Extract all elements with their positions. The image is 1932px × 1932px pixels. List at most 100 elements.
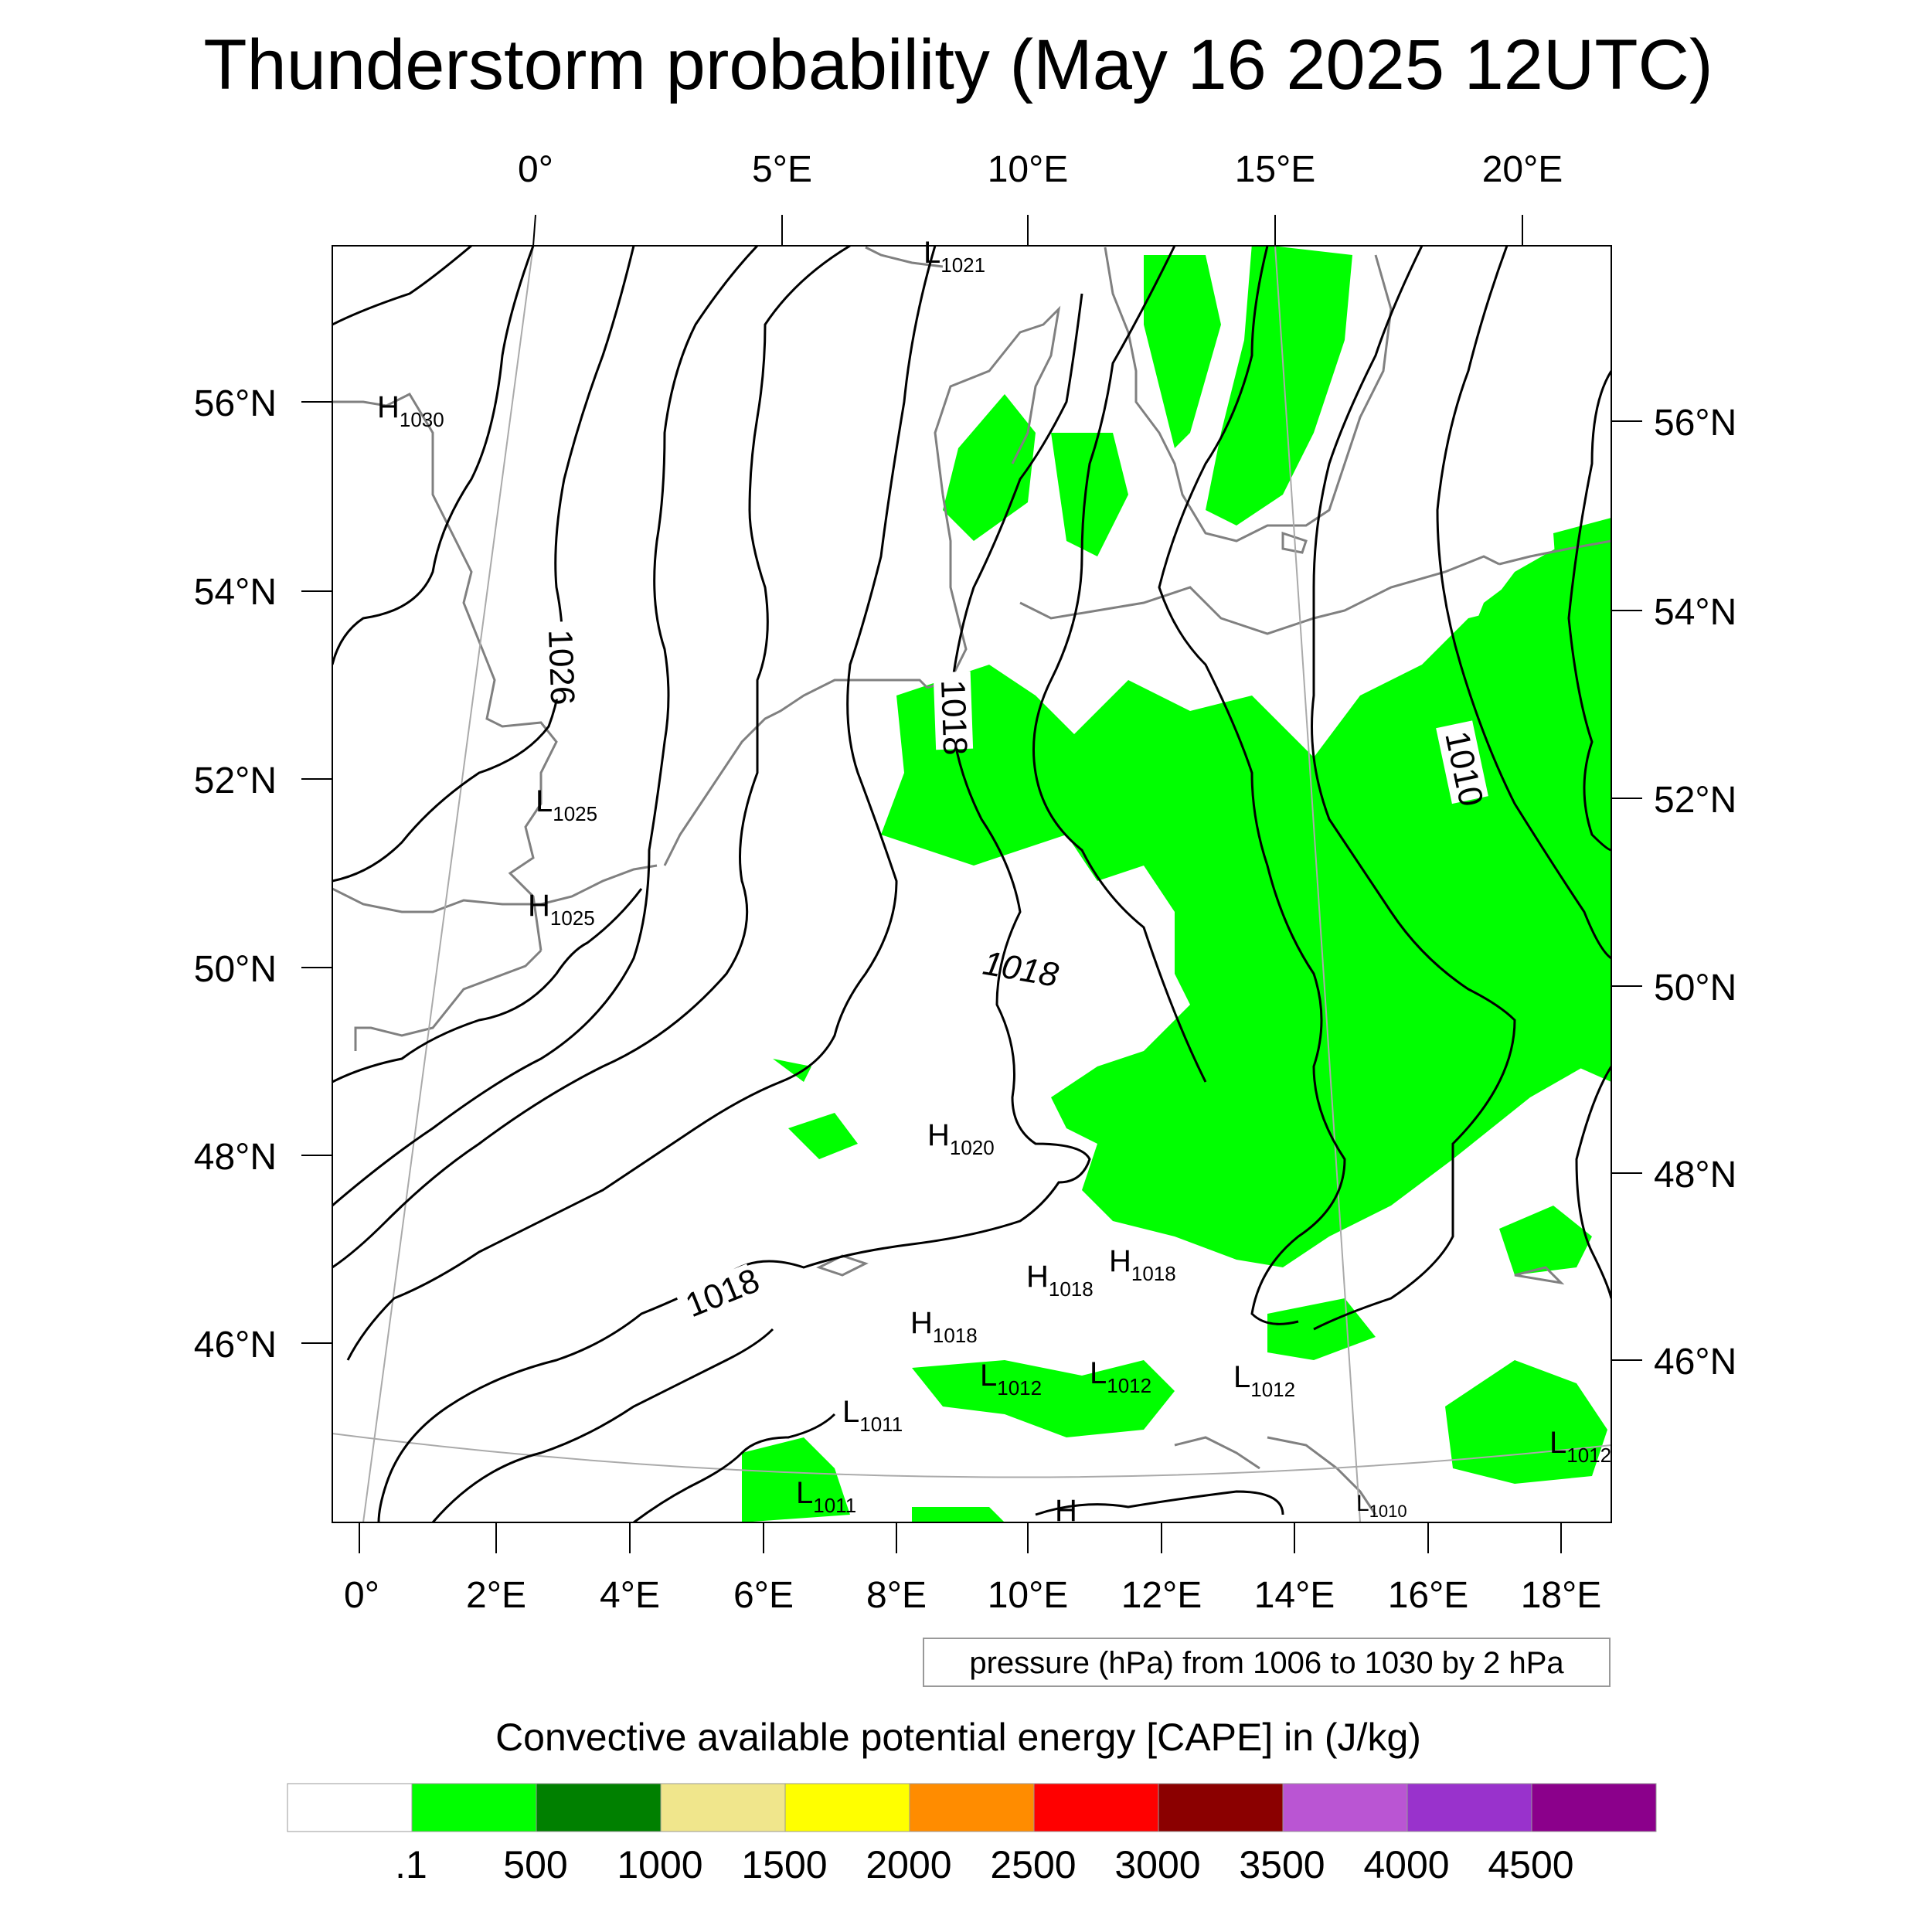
cape-fill-areas (742, 246, 1611, 1522)
isobar-1008 (1567, 370, 1611, 852)
map-area (332, 246, 1611, 1522)
cape-area-baltic (1206, 246, 1352, 526)
coast-netherlands (663, 679, 929, 866)
colorbar-swatch (1406, 1783, 1532, 1832)
colorbar-labels: .1 500 1000 1500 2000 2500 3000 3500 400… (395, 1843, 1573, 1886)
coast-lake-balaton (1514, 1266, 1565, 1285)
top-lon-label: 15°E (1235, 149, 1316, 190)
bottom-lon-label: 18°E (1521, 1575, 1602, 1616)
cape-area-sweden (1144, 255, 1221, 448)
colorbar-label: 2500 (990, 1843, 1076, 1886)
coast-lake-geneva (816, 1254, 869, 1277)
right-lat-labels: 56°N 54°N 52°N 50°N 48°N 46°N (1654, 403, 1736, 1383)
left-lat-labels: 56°N 54°N 52°N 50°N 48°N 46°N (194, 383, 277, 1366)
top-lon-label: 0° (518, 149, 553, 190)
isobar-1024 (332, 246, 759, 1207)
coast-scotland-east (332, 393, 558, 951)
colorbar-label: 3000 (1114, 1843, 1200, 1886)
bottom-lon-label: 12°E (1121, 1575, 1202, 1616)
colorbar (287, 1783, 1657, 1832)
top-lon-label: 10°E (988, 149, 1069, 190)
bottom-lon-labels: 0° 2°E 4°E 6°E 8°E 10°E 12°E 14°E 16°E 1… (344, 1575, 1601, 1616)
colorbar-swatch (1282, 1783, 1408, 1832)
cape-area-pomerania (1553, 518, 1611, 665)
pressure-center: L1012 (1549, 1426, 1611, 1467)
cape-area-france-e (788, 1113, 858, 1159)
pressure-center: L1012 (1233, 1360, 1295, 1401)
isobar-1028 (332, 246, 535, 665)
cape-area-slovenia (1499, 1206, 1592, 1275)
isobar-1014 (1158, 246, 1346, 1325)
pressure-center: H1020 (927, 1118, 995, 1159)
pressure-center: H1025 (528, 889, 595, 930)
colorbar-swatch (660, 1783, 786, 1832)
left-lat-label: 52°N (194, 760, 277, 801)
colorbar-swatch (536, 1783, 662, 1832)
pressure-center: H1018 (910, 1306, 978, 1347)
isobar-1020 (346, 246, 937, 1361)
colorbar-swatch (909, 1783, 1035, 1832)
isobar-label: 1026 (541, 629, 581, 706)
isobar-1016 (1032, 246, 1207, 1083)
chart-title: Thunderstorm probability (May 16 2025 12… (203, 26, 1713, 104)
bottom-lon-label: 14°E (1254, 1575, 1335, 1616)
bottom-lon-label: 4°E (600, 1575, 660, 1616)
colorbar-swatch (287, 1783, 413, 1832)
isobar-1012 (1311, 246, 1516, 1331)
right-lat-label: 46°N (1654, 1342, 1736, 1383)
meridian-0 (362, 246, 534, 1522)
pressure-center: H1018 (1109, 1244, 1176, 1285)
pressure-center: L1012 (1090, 1356, 1151, 1397)
right-lat-label: 48°N (1654, 1155, 1736, 1196)
bottom-lon-label: 6°E (733, 1575, 794, 1616)
contour-info-box: pressure (hPa) from 1006 to 1030 by 2 hP… (923, 1638, 1611, 1687)
coast-england-se (354, 949, 543, 1051)
pressure-center: L1021 (923, 236, 985, 277)
left-lat-label: 54°N (194, 572, 277, 613)
colorbar-title: Convective available potential energy [C… (495, 1716, 1421, 1759)
colorbar-label: 1500 (741, 1843, 827, 1886)
left-lat-label: 56°N (194, 383, 277, 424)
map-frame (332, 245, 1612, 1523)
left-lat-label: 50°N (194, 949, 277, 990)
pressure-centers: L1021 H1030 L1025 H1025 H1020 H1018 H101… (377, 236, 1611, 1528)
isobar-1018 (377, 293, 1091, 1522)
isobar-1030 (332, 246, 472, 326)
graticule (332, 246, 1611, 1522)
cape-area-east (1453, 526, 1611, 1082)
coast-england-south (332, 864, 658, 913)
parallel-45n (332, 1433, 1611, 1478)
top-lon-label: 20°E (1482, 149, 1563, 190)
colorbar-label: 500 (503, 1843, 567, 1886)
pressure-center: L1012 (980, 1359, 1042, 1400)
colorbar-label: 4500 (1488, 1843, 1573, 1886)
cape-area-italy-nw (742, 1437, 850, 1522)
pressure-center: L1025 (536, 784, 597, 825)
isobar-south-2 (1035, 1490, 1284, 1516)
coast-baltic-south (1019, 555, 1500, 635)
pressure-center: H1018 (1026, 1260, 1094, 1301)
right-lat-label: 50°N (1654, 968, 1736, 1009)
cape-area-france-c (773, 1059, 811, 1082)
isobar-1026b (332, 888, 643, 1083)
colorbar-label: 4000 (1363, 1843, 1449, 1886)
left-lat-label: 48°N (194, 1137, 277, 1178)
tick-marks (301, 214, 1642, 1553)
cape-area-denmark (943, 394, 1036, 541)
isobar-south-1 (1575, 1066, 1611, 1299)
colorbar-swatch (1158, 1783, 1284, 1832)
isobar-1010 (1436, 246, 1611, 960)
right-lat-label: 54°N (1654, 592, 1736, 633)
left-lat-label: 46°N (194, 1325, 277, 1366)
isobar-label: 1018 (934, 679, 974, 757)
isobar-south-3 (431, 1328, 774, 1522)
coast-italy-ne (1174, 1436, 1260, 1470)
top-lon-labels: 0° 5°E 10°E 15°E 20°E (518, 149, 1563, 190)
contour-info-text: pressure (hPa) from 1006 to 1030 by 2 hP… (969, 1646, 1564, 1680)
colorbar-swatch (1531, 1783, 1657, 1832)
colorbar-label: .1 (395, 1843, 427, 1886)
pressure-center: H1030 (377, 390, 444, 431)
bottom-lon-label: 10°E (988, 1575, 1069, 1616)
meridian-15e (1274, 246, 1361, 1522)
cape-area-danish-isles (1051, 433, 1128, 556)
